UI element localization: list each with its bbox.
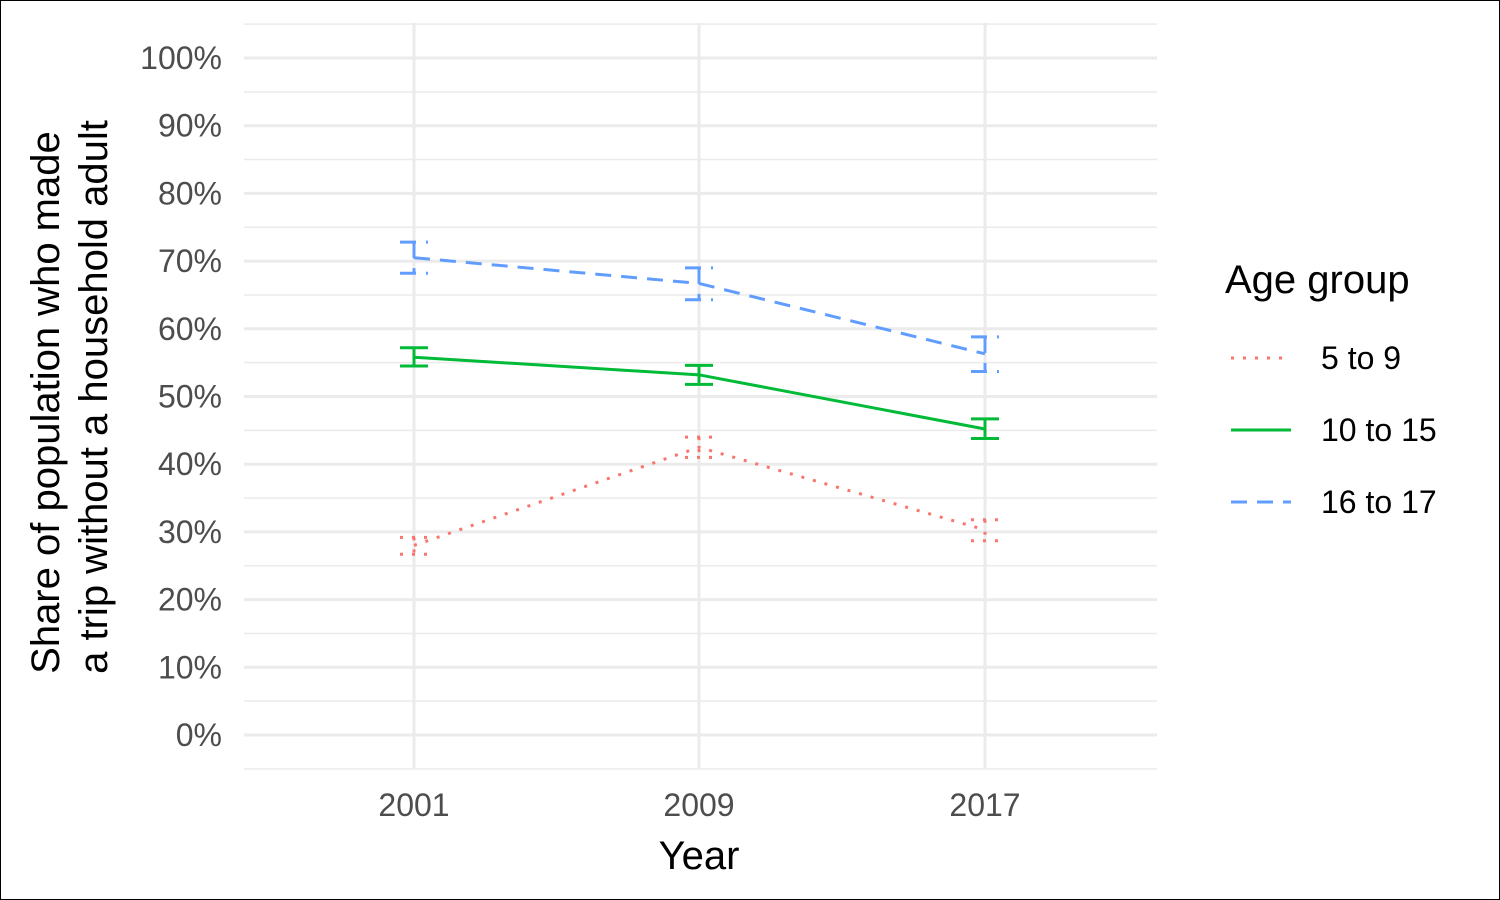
y-tick-label: 80% — [158, 175, 222, 211]
series-line — [413, 355, 986, 431]
x-axis-title: Year — [659, 834, 740, 878]
y-tick-label: 70% — [158, 243, 222, 279]
series-1 — [400, 435, 999, 556]
y-tick-label: 40% — [158, 446, 222, 482]
y-axis-title: Share of population who made a trip with… — [24, 120, 116, 674]
y-tick-label: 60% — [158, 311, 222, 347]
y-tick-label: 50% — [158, 379, 222, 415]
series-2 — [400, 346, 999, 440]
series-3 — [400, 240, 999, 373]
y-tick-label: 10% — [158, 649, 222, 685]
series-line — [413, 445, 986, 547]
error-bar — [971, 518, 999, 543]
y-tick-label: 0% — [176, 717, 222, 753]
x-axis-tick-labels: 2001 2009 2017 — [378, 787, 1020, 823]
series-line — [413, 256, 986, 356]
series-layer — [400, 240, 999, 556]
legend-item: 10 to 15 — [1231, 412, 1437, 448]
legend: Age group 5 to 9 10 to 15 16 to 17 — [1225, 258, 1437, 520]
legend-item: 5 to 9 — [1231, 340, 1401, 376]
y-tick-label: 100% — [140, 40, 222, 76]
legend-title: Age group — [1225, 258, 1410, 302]
error-bar — [685, 435, 713, 459]
x-tick-label: 2001 — [378, 787, 449, 823]
legend-item: 16 to 17 — [1231, 484, 1437, 520]
error-bar — [971, 335, 999, 373]
y-axis-tick-labels: 0% 10% 20% 30% 40% 50% 60% 70% 80% 90% 100% — [140, 40, 222, 753]
legend-label: 16 to 17 — [1321, 484, 1437, 520]
y-tick-label: 20% — [158, 582, 222, 618]
error-bar — [400, 346, 428, 368]
legend-label: 10 to 15 — [1321, 412, 1437, 448]
x-tick-label: 2009 — [663, 787, 734, 823]
major-gridlines — [244, 23, 1157, 768]
x-tick-label: 2017 — [949, 787, 1020, 823]
y-tick-label: 90% — [158, 108, 222, 144]
y-axis-title-line-1: Share of population who made — [24, 131, 68, 674]
y-tick-label: 30% — [158, 514, 222, 550]
y-axis-title-line-2: a trip without a household adult — [72, 120, 116, 674]
error-bar — [400, 535, 428, 556]
legend-label: 5 to 9 — [1321, 340, 1401, 376]
